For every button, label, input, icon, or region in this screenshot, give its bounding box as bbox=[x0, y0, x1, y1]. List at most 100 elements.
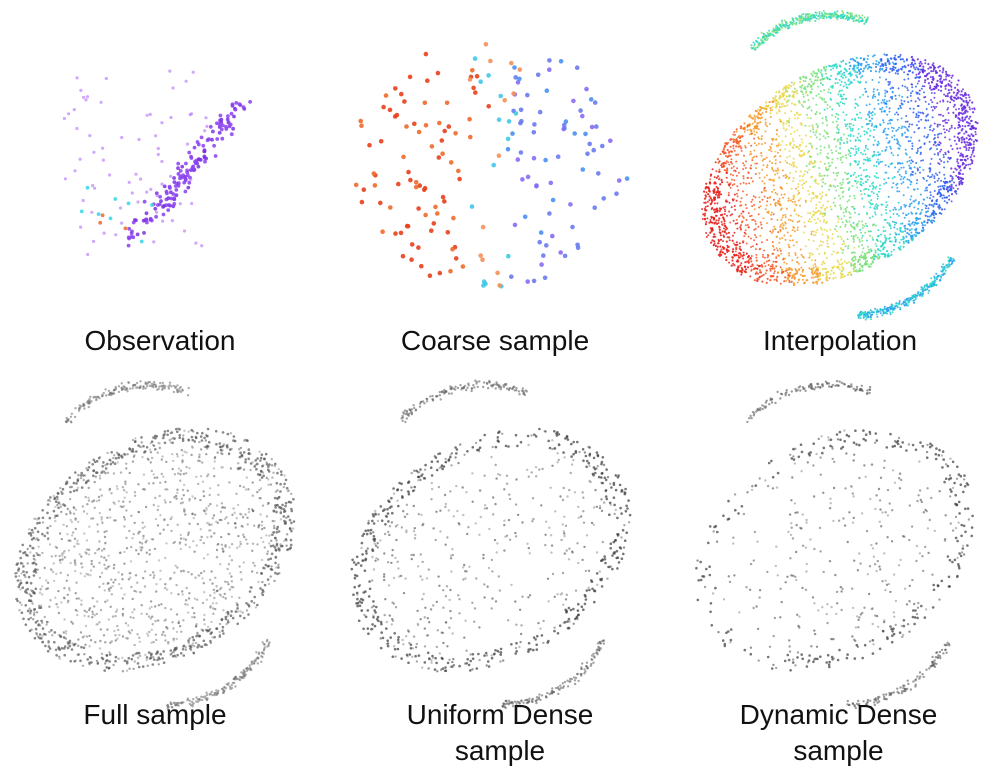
cloud-point bbox=[936, 179, 939, 182]
cloud-point bbox=[450, 246, 455, 252]
cloud-point bbox=[869, 69, 872, 73]
cloud-point bbox=[944, 180, 947, 184]
cloud-point bbox=[904, 170, 907, 173]
cloud-point bbox=[916, 179, 919, 182]
cloud-point bbox=[706, 186, 709, 189]
caption-coarse-sample: Coarse sample bbox=[400, 325, 590, 356]
cloud-point bbox=[537, 239, 542, 245]
cloud-point bbox=[754, 248, 757, 251]
cloud-point bbox=[860, 178, 863, 181]
cloud-point bbox=[774, 95, 777, 98]
cloud-point bbox=[713, 240, 716, 243]
cloud-point bbox=[176, 455, 179, 458]
cloud-point bbox=[774, 150, 777, 153]
cloud-point bbox=[886, 133, 889, 136]
cloud-point bbox=[850, 264, 853, 267]
cloud-point bbox=[877, 93, 880, 96]
cloud-point bbox=[922, 169, 925, 171]
cloud-point bbox=[808, 252, 811, 255]
cloud-point bbox=[802, 13, 805, 15]
cloud-point bbox=[944, 269, 947, 272]
cloud-point bbox=[963, 132, 966, 135]
cloud-point bbox=[748, 182, 751, 185]
cloud-point bbox=[722, 206, 725, 209]
cloud-point bbox=[728, 210, 731, 213]
cloud-point bbox=[932, 87, 935, 90]
cloud-point bbox=[939, 113, 942, 116]
cloud-point bbox=[859, 68, 863, 71]
cloud-point bbox=[911, 238, 915, 241]
cloud-point bbox=[898, 94, 901, 97]
cloud-point bbox=[784, 238, 787, 241]
cloud-point bbox=[821, 75, 824, 78]
cloud-point bbox=[779, 247, 781, 250]
cloud-point bbox=[854, 256, 857, 259]
cloud-point bbox=[726, 214, 728, 217]
cloud-point bbox=[888, 99, 891, 102]
cloud-point bbox=[791, 138, 794, 140]
cloud-point bbox=[828, 78, 831, 81]
cloud-point bbox=[763, 195, 766, 198]
cloud-point bbox=[928, 170, 931, 173]
cloud-point bbox=[126, 201, 131, 206]
cloud-point bbox=[757, 142, 760, 145]
cloud-point bbox=[96, 212, 101, 217]
cloud-point bbox=[746, 266, 750, 269]
cloud-point bbox=[857, 180, 860, 183]
cloud-point bbox=[819, 272, 821, 275]
cloud-point bbox=[160, 159, 164, 164]
cloud-point bbox=[531, 278, 537, 284]
cloud-point bbox=[113, 197, 118, 201]
cloud-point bbox=[825, 229, 828, 232]
cloud-point bbox=[809, 92, 812, 94]
cloud-point bbox=[826, 124, 829, 127]
cloud-point bbox=[929, 128, 932, 131]
cloud-point bbox=[849, 58, 852, 61]
cloud-point bbox=[760, 152, 763, 155]
cloud-point bbox=[825, 15, 828, 18]
cloud-point bbox=[68, 510, 72, 513]
cloud-point bbox=[182, 472, 186, 476]
cloud-point bbox=[701, 218, 704, 220]
cloud-point bbox=[498, 93, 503, 99]
cloud-point bbox=[786, 24, 789, 27]
cloud-point bbox=[778, 27, 781, 30]
cloud-point bbox=[176, 166, 180, 170]
cloud-point bbox=[864, 318, 867, 321]
cloud-point bbox=[854, 64, 857, 67]
cloud-point bbox=[19, 601, 22, 604]
cloud-point bbox=[923, 143, 926, 146]
cloud-point bbox=[913, 59, 916, 62]
cloud-point bbox=[915, 124, 918, 127]
cloud-point bbox=[943, 173, 946, 176]
cloud-point bbox=[737, 171, 740, 174]
cloud-point bbox=[881, 203, 884, 206]
cloud-point bbox=[967, 163, 970, 166]
cloud-point bbox=[751, 156, 754, 159]
cloud-point bbox=[775, 265, 778, 268]
cloud-point bbox=[728, 261, 731, 264]
cloud-point bbox=[77, 474, 80, 477]
cloud-point bbox=[148, 630, 151, 634]
cloud-point bbox=[958, 137, 961, 141]
cloud-point bbox=[890, 253, 893, 256]
cloud-point bbox=[817, 18, 820, 20]
cloud-point bbox=[835, 225, 838, 228]
cloud-point bbox=[169, 196, 174, 201]
cloud-point bbox=[858, 263, 861, 266]
cloud-point bbox=[800, 18, 803, 21]
cloud-point bbox=[852, 69, 855, 72]
cloud-point bbox=[735, 241, 738, 244]
cloud-point bbox=[967, 149, 970, 152]
cloud-point bbox=[826, 132, 829, 135]
cloud-point bbox=[219, 117, 224, 122]
cloud-point bbox=[864, 146, 867, 149]
cloud-point bbox=[931, 212, 934, 215]
cloud-point bbox=[230, 559, 234, 562]
cloud-point bbox=[735, 199, 738, 202]
cloud-point bbox=[944, 121, 947, 124]
cloud-point bbox=[830, 68, 832, 71]
cloud-point bbox=[937, 143, 939, 146]
cloud-point bbox=[728, 163, 731, 166]
cloud-point bbox=[765, 101, 768, 104]
